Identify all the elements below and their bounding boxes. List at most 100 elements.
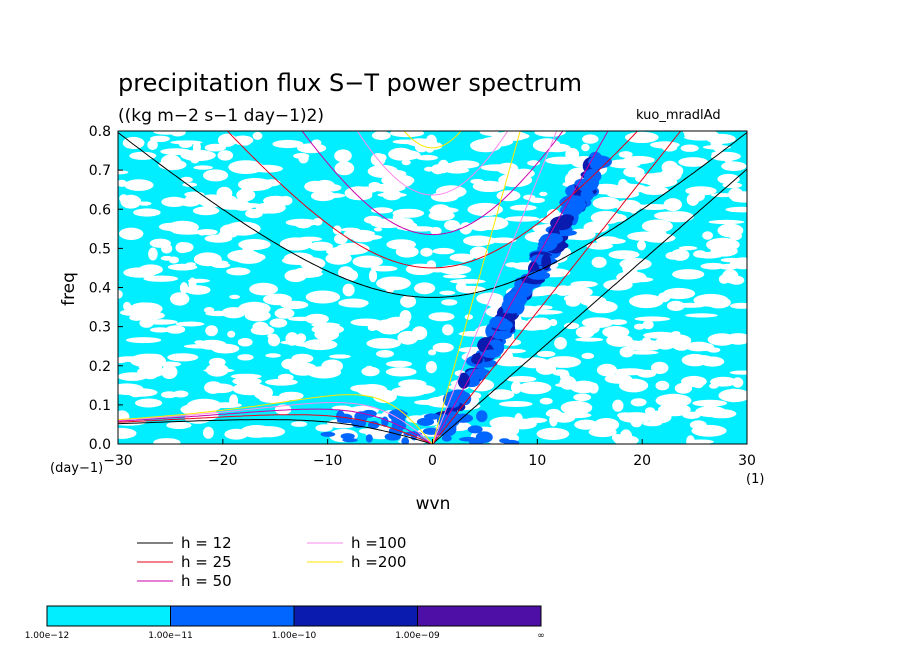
spectrum-low-patch: [650, 361, 669, 374]
spectrum-low-patch: [241, 185, 251, 192]
spectrum-low-patch: [304, 313, 329, 325]
spectrum-low-patch: [563, 322, 580, 330]
spectrum-low-patch: [638, 204, 671, 210]
spectrum-low-patch: [702, 144, 731, 150]
spectrum-low-patch: [442, 324, 454, 336]
spectrum-low-patch: [618, 151, 633, 158]
spectrum-low-patch: [428, 312, 455, 322]
spectrum-low-patch: [648, 172, 678, 180]
spectrum-low-patch: [158, 222, 185, 231]
spectrum-low-patch: [640, 185, 669, 195]
spectrum-low-patch: [581, 143, 590, 152]
spectrum-low-patch: [506, 376, 537, 383]
spectrum-low-patch: [232, 382, 267, 396]
spectrum-low-patch: [205, 260, 229, 266]
spectrum-low-patch: [150, 135, 170, 142]
spectrum-low-patch: [161, 365, 178, 379]
spectrum-low-patch: [120, 194, 142, 209]
spectrum-low-patch: [118, 356, 150, 362]
spectrum-low-patch: [498, 401, 533, 407]
spectrum-low-patch: [285, 218, 318, 227]
spectrum-low-patch: [611, 433, 623, 442]
spectrum-low-patch: [373, 227, 383, 232]
spectrum-low-patch: [227, 330, 236, 338]
spectrum-low-patch: [237, 354, 254, 361]
spectrum-low-patch: [125, 337, 162, 344]
plot-area: [118, 131, 747, 444]
spectrum-low-patch: [686, 435, 695, 444]
y-tick-label: 0.2: [89, 359, 111, 375]
spectrum-low-patch: [445, 162, 469, 170]
spectrum-low-patch: [181, 199, 200, 207]
spectrum-low-patch: [554, 337, 567, 350]
legend-label: h = 25: [181, 553, 232, 571]
spectrum-low-patch: [249, 282, 278, 296]
spectrum-low-patch: [390, 149, 421, 161]
spectrum-low-patch: [669, 405, 687, 414]
spectrum-low-patch: [118, 372, 148, 381]
spectrum-low-patch: [350, 384, 378, 393]
spectrum-low-patch: [180, 176, 193, 183]
spectrum-low-patch: [170, 292, 190, 306]
spectrum-low-patch: [523, 194, 536, 200]
spectrum-low-patch: [539, 397, 553, 405]
spectrum-low-patch: [352, 255, 383, 268]
spectrum-low-patch: [629, 203, 638, 214]
spectrum-low-patch: [470, 138, 502, 153]
spectrum-low-patch: [721, 161, 747, 171]
spectrum-high-patch: [527, 270, 551, 280]
spectrum-low-patch: [655, 380, 670, 391]
colorbar-label: 1.00e−09: [395, 631, 440, 641]
spectrum-low-patch: [130, 302, 157, 314]
spectrum-low-patch: [279, 391, 304, 401]
spectrum-low-patch: [170, 131, 186, 137]
spectrum-low-patch: [304, 180, 327, 193]
y-tick-label: 0.7: [89, 163, 111, 179]
spectrum-low-patch: [623, 166, 645, 178]
spectrum-low-patch: [732, 377, 744, 388]
spectrum-low-patch: [575, 337, 604, 342]
spectrum-low-patch: [416, 154, 438, 161]
spectrum-low-patch: [203, 426, 214, 439]
spectrum-low-patch: [644, 407, 656, 415]
spectrum-low-patch: [297, 236, 323, 242]
spectrum-high-patch: [580, 188, 594, 202]
spectrum-low-patch: [424, 166, 434, 172]
spectrum-low-patch: [252, 321, 269, 332]
spectrum-low-patch: [329, 354, 351, 359]
y-axis-label: freq: [59, 272, 79, 306]
spectrum-low-patch: [185, 262, 196, 267]
spectrum-low-patch: [252, 131, 263, 140]
spectrum-low-patch: [368, 269, 378, 283]
spectrum-low-patch: [153, 438, 181, 444]
x-axis-label: wvn: [416, 494, 451, 514]
spectrum-low-patch: [717, 223, 744, 238]
spectrum-low-patch: [693, 250, 707, 258]
spectrum-low-patch: [229, 394, 239, 407]
spectrum-low-patch: [240, 425, 273, 438]
spectrum-low-patch: [166, 421, 192, 429]
spectrum-low-patch: [668, 290, 685, 299]
spectrum-low-patch: [680, 144, 699, 152]
x-tick-label: 10: [528, 453, 546, 469]
spectrum-low-patch: [720, 257, 743, 263]
chart-title: precipitation flux S−T power spectrum: [118, 69, 582, 97]
y-unit-label: (day−1): [50, 461, 103, 476]
spectrum-low-patch: [414, 141, 429, 153]
y-tick-label: 0.0: [89, 437, 111, 453]
spectrum-low-patch: [285, 332, 299, 346]
spectrum-low-patch: [629, 294, 664, 309]
x-tick-label: 20: [633, 453, 651, 469]
spectrum-low-patch: [118, 170, 129, 175]
spectrum-low-patch: [735, 391, 745, 402]
spectrum-low-patch: [227, 249, 261, 263]
spectrum-low-patch: [573, 408, 585, 417]
spectrum-low-patch: [641, 219, 673, 233]
spectrum-low-patch: [682, 131, 712, 137]
spectrum-low-patch: [383, 316, 410, 331]
spectrum-low-patch: [311, 322, 340, 328]
spectrum-low-patch: [160, 148, 192, 156]
spectrum-low-patch: [693, 293, 729, 307]
spectrum-low-patch: [463, 235, 494, 247]
